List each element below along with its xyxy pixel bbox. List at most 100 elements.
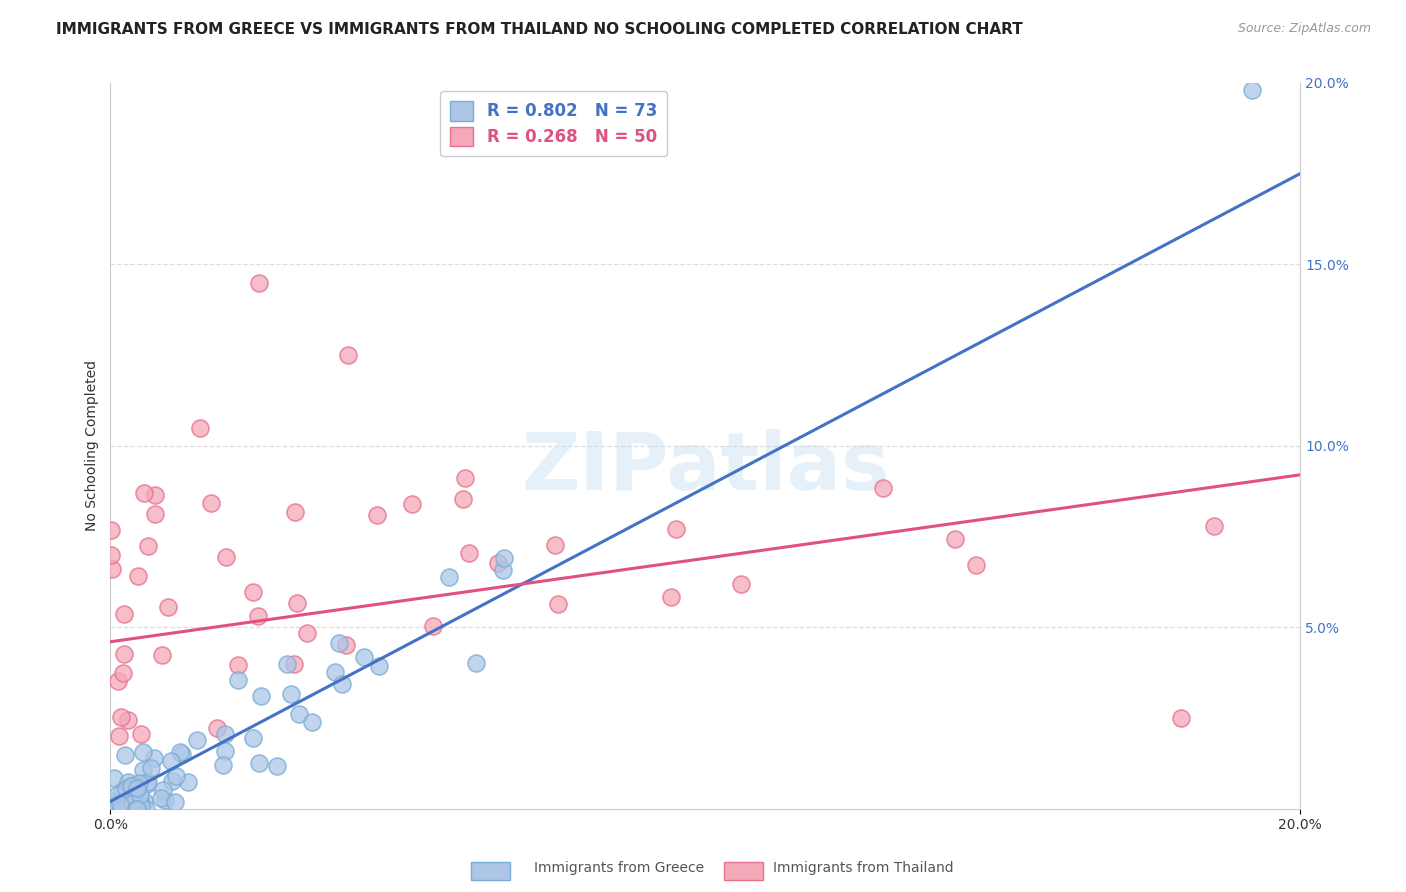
Point bbox=[108, 729, 131, 743]
Point bbox=[457, 546, 479, 560]
Point bbox=[451, 491, 474, 506]
Point bbox=[214, 727, 236, 741]
Point bbox=[112, 666, 135, 681]
Point bbox=[212, 757, 235, 772]
Point bbox=[132, 794, 155, 808]
Point bbox=[128, 776, 150, 790]
Point bbox=[287, 707, 309, 722]
Point bbox=[172, 747, 194, 761]
Point bbox=[353, 650, 375, 665]
Point bbox=[422, 619, 444, 633]
Point bbox=[121, 778, 143, 792]
Point bbox=[169, 745, 191, 759]
Point bbox=[112, 647, 135, 661]
Point bbox=[486, 557, 509, 571]
Point bbox=[166, 769, 188, 783]
Point bbox=[100, 798, 122, 813]
Point bbox=[117, 775, 139, 789]
Point bbox=[437, 570, 460, 584]
Point bbox=[247, 756, 270, 771]
Point bbox=[266, 759, 288, 773]
Point bbox=[103, 794, 125, 808]
Point bbox=[301, 715, 323, 730]
Point bbox=[139, 761, 162, 775]
Point bbox=[276, 657, 298, 671]
Point bbox=[1202, 518, 1225, 533]
Point bbox=[1170, 711, 1192, 725]
Point bbox=[454, 471, 477, 485]
Point bbox=[335, 638, 357, 652]
Point bbox=[112, 607, 135, 622]
Point bbox=[163, 795, 186, 809]
Point bbox=[103, 800, 125, 814]
Y-axis label: No Schooling Completed: No Schooling Completed bbox=[86, 360, 100, 532]
Point bbox=[186, 733, 208, 747]
Point bbox=[110, 802, 132, 816]
Text: IMMIGRANTS FROM GREECE VS IMMIGRANTS FROM THAILAND NO SCHOOLING COMPLETED CORREL: IMMIGRANTS FROM GREECE VS IMMIGRANTS FRO… bbox=[56, 22, 1024, 37]
Point bbox=[283, 657, 305, 672]
Text: Immigrants from Greece: Immigrants from Greece bbox=[534, 862, 704, 875]
Point bbox=[115, 780, 138, 794]
Point bbox=[280, 687, 302, 701]
Point bbox=[100, 548, 122, 562]
Point bbox=[544, 538, 567, 552]
Point bbox=[247, 608, 270, 623]
Point bbox=[200, 496, 222, 510]
Point bbox=[128, 789, 150, 803]
Point bbox=[121, 791, 143, 805]
Point bbox=[295, 625, 318, 640]
Point bbox=[872, 481, 894, 495]
Point bbox=[114, 781, 136, 796]
Point bbox=[491, 563, 513, 577]
Point bbox=[111, 783, 134, 797]
Point bbox=[128, 796, 150, 810]
Point bbox=[464, 656, 486, 670]
Point bbox=[328, 636, 350, 650]
Point bbox=[136, 774, 159, 789]
Point bbox=[143, 488, 166, 502]
Point bbox=[965, 558, 987, 573]
Point bbox=[367, 659, 389, 673]
Text: Immigrants from Thailand: Immigrants from Thailand bbox=[773, 862, 953, 875]
Point bbox=[117, 713, 139, 727]
Point bbox=[247, 276, 270, 290]
Point bbox=[129, 727, 152, 741]
Point bbox=[150, 791, 173, 805]
Point bbox=[150, 648, 173, 662]
Point bbox=[114, 747, 136, 762]
Point bbox=[160, 754, 183, 768]
Point bbox=[129, 798, 152, 813]
Point bbox=[157, 599, 180, 614]
Point bbox=[366, 508, 388, 522]
Point bbox=[215, 549, 238, 564]
Point bbox=[226, 657, 249, 672]
Point bbox=[110, 710, 132, 724]
Point bbox=[242, 731, 264, 745]
Legend: R = 0.802   N = 73, R = 0.268   N = 50: R = 0.802 N = 73, R = 0.268 N = 50 bbox=[440, 91, 666, 156]
Point bbox=[730, 577, 752, 591]
Point bbox=[323, 665, 346, 679]
Point bbox=[129, 794, 152, 808]
Point bbox=[111, 797, 134, 812]
Point bbox=[127, 569, 149, 583]
Point bbox=[101, 562, 124, 576]
Point bbox=[131, 746, 153, 760]
Point bbox=[1241, 83, 1264, 97]
Point bbox=[401, 497, 423, 511]
Point bbox=[105, 788, 128, 802]
Point bbox=[135, 802, 157, 816]
Point bbox=[122, 802, 145, 816]
Point bbox=[664, 522, 686, 536]
Point bbox=[125, 802, 148, 816]
Point bbox=[136, 776, 159, 790]
Point bbox=[121, 796, 143, 810]
Point bbox=[337, 348, 360, 362]
Point bbox=[153, 793, 176, 807]
Point bbox=[134, 486, 156, 500]
Point bbox=[492, 550, 515, 565]
Point bbox=[177, 775, 200, 789]
Text: ZIPatlas: ZIPatlas bbox=[522, 428, 890, 507]
Point bbox=[207, 721, 229, 735]
Point bbox=[284, 505, 307, 519]
Point bbox=[125, 802, 148, 816]
